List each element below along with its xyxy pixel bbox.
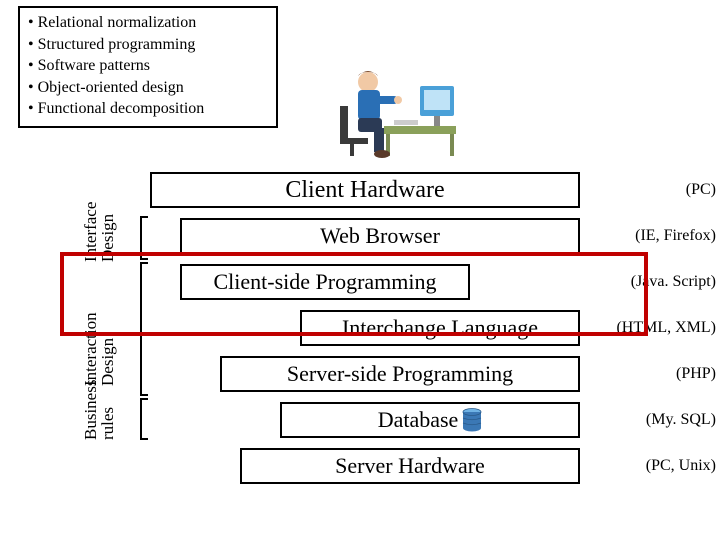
bullet-1: • Structured programming	[28, 34, 268, 56]
architecture-stack: Client Hardware(PC)Web Browser(IE, Firef…	[150, 170, 710, 492]
bullet-2: • Software patterns	[28, 55, 268, 77]
vlabel-interface: InterfaceDesign	[82, 202, 116, 262]
layer-row-serverside-programming: Server-side Programming(PHP)	[150, 354, 710, 398]
layer-annotation: (My. SQL)	[646, 400, 716, 440]
bullet-4: • Functional decomposition	[28, 98, 268, 120]
layer-annotation: (Java. Script)	[631, 262, 716, 302]
layer-row-server-hardware: Server Hardware(PC, Unix)	[150, 446, 710, 490]
layer-row-database: Database(My. SQL)	[150, 400, 710, 444]
bullet-0: • Relational normalization	[28, 12, 268, 34]
vlabel-business: Businessrules	[82, 380, 116, 440]
principles-list-box: • Relational normalization • Structured …	[18, 6, 278, 128]
layer-box-client-hardware: Client Hardware	[150, 172, 580, 208]
layer-box-serverside-programming: Server-side Programming	[220, 356, 580, 392]
layer-row-client-hardware: Client Hardware(PC)	[150, 170, 710, 214]
layer-box-database: Database	[280, 402, 580, 438]
layer-annotation: (PC, Unix)	[646, 446, 716, 486]
layer-label: Web Browser	[320, 223, 440, 249]
layer-row-interchange-language: Interchange Language(HTML, XML)	[150, 308, 710, 352]
layer-label: Server-side Programming	[287, 361, 513, 387]
layer-box-server-hardware: Server Hardware	[240, 448, 580, 484]
side-labels: InterfaceDesign InteractionDesign Busine…	[72, 206, 142, 446]
layer-box-clientside-programming: Client-side Programming	[180, 264, 470, 300]
vlabel-interaction: InteractionDesign	[82, 312, 116, 386]
layer-label: Client Hardware	[285, 177, 444, 204]
layer-label: Database	[378, 407, 459, 433]
layer-annotation: (PHP)	[676, 354, 716, 394]
bullet-3: • Object-oriented design	[28, 77, 268, 99]
layer-annotation: (PC)	[686, 170, 716, 210]
layer-box-interchange-language: Interchange Language	[300, 310, 580, 346]
layer-annotation: (IE, Firefox)	[635, 216, 716, 256]
bracket-business	[140, 398, 142, 440]
layer-label: Interchange Language	[342, 315, 538, 341]
person-at-computer-icon	[330, 60, 460, 165]
database-icon	[462, 408, 482, 432]
layer-row-web-browser: Web Browser(IE, Firefox)	[150, 216, 710, 260]
layer-label: Client-side Programming	[213, 269, 436, 295]
layer-box-web-browser: Web Browser	[180, 218, 580, 254]
bracket-interface	[140, 216, 142, 260]
layer-row-clientside-programming: Client-side Programming(Java. Script)	[150, 262, 710, 306]
layer-annotation: (HTML, XML)	[616, 308, 716, 348]
layer-label: Server Hardware	[335, 453, 485, 479]
bracket-interaction	[140, 262, 142, 396]
